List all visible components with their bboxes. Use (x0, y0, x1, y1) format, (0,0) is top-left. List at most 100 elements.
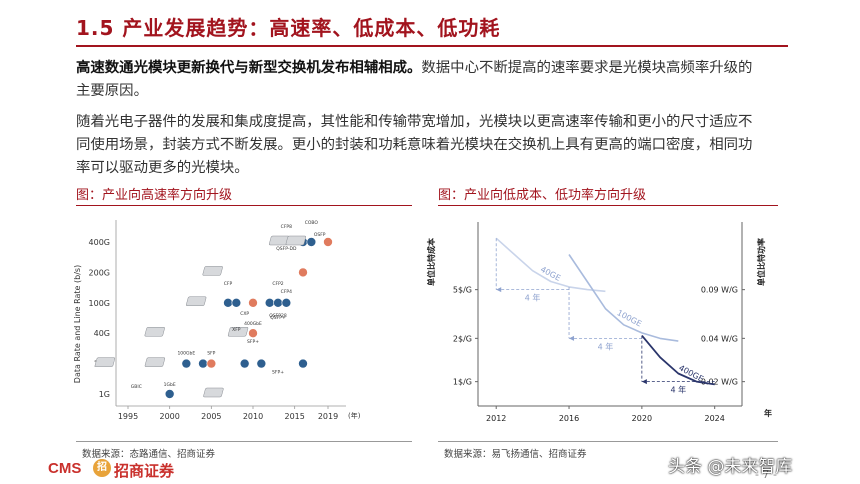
line-rate-point (206, 358, 217, 369)
rate-chart-annotation: CFP4 (281, 289, 292, 295)
cost-series-label: 100GE (615, 308, 643, 328)
cost-chart-ticks: 2012 2016 2020 2024 1$/G 2$/G 5$/G 0.02 W/G 0.04… (453, 286, 745, 423)
arrow-left-icon (496, 287, 502, 293)
rate-chart-y-ticks: 1G10G40G100G200G400G (89, 238, 110, 399)
rate-chart-annotation: 100GbE (177, 351, 195, 357)
rate-chart-annotation: CFP8 (281, 224, 292, 230)
figure-left-source: 数据来源：态路通信、招商证券 (82, 449, 216, 460)
cost-chart-x-tick: 2016 (559, 414, 579, 423)
rate-chart-x-ticks: 1995 2000 2005 2010 2015 2019 (118, 406, 338, 421)
line-rate-point (248, 298, 258, 308)
cost-guide-label: 4 年 (525, 293, 541, 303)
rate-chart-annotation: OSFP (314, 232, 326, 238)
page-number: - 7 - (755, 468, 777, 481)
data-rate-point (223, 298, 233, 308)
rate-chart-y-label: Data Rate and Line Rate (b/s) (73, 265, 82, 383)
cost-chart-y-label-left: 单位比特成本 (426, 238, 436, 286)
arrow-left-icon (641, 379, 647, 385)
cost-chart-y-tick-right: 0.04 W/G (701, 334, 738, 343)
data-rate-point (306, 237, 317, 247)
rate-chart-x-tick: 2005 (201, 412, 221, 421)
rate-upgrade-chart: 1G10G40G100G200G400G 1995200020052010201… (73, 220, 361, 421)
data-rate-point (239, 358, 250, 369)
figure-right-caption: 图：产业向低成本、低功率方向升级 (438, 188, 647, 203)
cost-chart-x-unit: 年 (764, 408, 772, 418)
module-image (186, 296, 207, 307)
module-image (202, 266, 223, 276)
rate-chart-x-tick: 2015 (284, 412, 304, 421)
rate-chart-annotation: QSFP-DD (276, 246, 297, 252)
paragraph-1-lead: 高速数通光模块更新换代与新型交换机发布相辅相成。 (76, 59, 422, 76)
cost-series-line (495, 237, 606, 293)
cost-chart-y-label-right: 单位比特功率 (756, 238, 766, 286)
data-rate-point (264, 298, 275, 308)
data-rate-point (164, 389, 175, 399)
cost-chart-x-tick: 2020 (632, 414, 652, 423)
cost-chart-y-tick-right: 0.09 W/G (701, 286, 738, 295)
paragraph-1-rest: 数据中心不断提高的速率要求是光模块高频率升级的主要原因。 (76, 60, 753, 99)
rate-chart-y-tick: 400G (89, 238, 110, 247)
rate-chart-annotation: COBO (305, 220, 319, 226)
rate-chart-annotation: CFP (224, 281, 233, 287)
rate-chart-annotation: QSFP28 (269, 313, 287, 319)
rate-chart-annotation: XFP (232, 327, 241, 333)
cost-chart-y-tick-left: 2$/G (453, 334, 472, 343)
cost-chart-guides: 4 年 4 年 4 年 (495, 238, 715, 395)
rate-chart-points (164, 237, 333, 399)
data-rate-point (256, 358, 267, 369)
rate-chart-x-tick: 2000 (159, 412, 179, 421)
data-rate-point (281, 298, 292, 308)
rate-chart-annotation: SFP+ (247, 339, 259, 345)
rate-chart-y-tick: 100G (89, 299, 110, 308)
data-rate-point (273, 298, 283, 308)
cost-chart-y-tick-left: 1$/G (453, 378, 472, 387)
data-rate-point (198, 358, 208, 369)
data-rate-point (181, 358, 192, 369)
rate-chart-x-tick: 2010 (243, 412, 263, 421)
cost-chart-y-tick-right: 0.02 W/G (701, 378, 738, 387)
logo-mark: 招 (93, 459, 111, 477)
rate-chart-y-tick: 40G (94, 329, 110, 338)
cost-series-label: 400GE (677, 363, 705, 383)
figure-right-source-rule (438, 441, 778, 442)
data-rate-point (231, 298, 242, 308)
line-rate-point (298, 267, 308, 278)
rate-chart-axes (115, 220, 346, 407)
logo-company-name: 招商证券 (114, 462, 175, 480)
cost-chart-x-tick: 2024 (705, 414, 725, 423)
arrow-left-icon (569, 335, 575, 341)
rate-chart-y-tick: 200G (89, 268, 110, 277)
cost-guide-label: 4 年 (670, 385, 686, 395)
figure-left-caption-rule (76, 205, 412, 206)
cost-series-label: 40GE (539, 265, 562, 283)
cost-chart-y-tick-left: 5$/G (453, 286, 472, 295)
rate-chart-x-unit: (年) (348, 411, 361, 420)
page-title: 1.5 产业发展趋势：高速率、低成本、低功耗 (76, 16, 501, 40)
module-image (227, 326, 249, 337)
rate-chart-annotation: SFP (207, 351, 215, 357)
rate-chart-annotation: SFP+ (272, 370, 284, 376)
line-rate-point (248, 328, 258, 338)
rate-chart-annotation: CXP (240, 311, 249, 317)
rate-chart-x-tick: 2019 (318, 412, 338, 421)
rate-chart-module-images (94, 235, 306, 398)
cost-chart-x-tick: 2012 (486, 414, 506, 423)
title-divider (76, 45, 788, 47)
module-image (144, 357, 166, 367)
watermark: 头条 @未来智库 (668, 457, 793, 477)
rate-chart-annotation: GBIC (131, 384, 142, 390)
figure-right-caption-rule (438, 205, 778, 206)
module-image (144, 326, 165, 337)
cost-chart-series: 40GE 100GE 400GE (495, 237, 715, 386)
rate-chart-y-tick: 1G (99, 390, 110, 399)
module-image (285, 235, 306, 246)
logo-text: CMS (48, 460, 82, 477)
paragraph-1: 高速数通光模块更新换代与新型交换机发布相辅相成。数据中心不断提高的速率要求是光模… (76, 56, 766, 103)
paragraph-2: 随着光电子器件的发展和集成度提高，其性能和传输带宽增加，光模块以更高速率传输和更… (76, 114, 753, 176)
rate-chart-annotation: CFP2 (272, 281, 283, 287)
module-image (203, 387, 224, 398)
cost-guide-label: 4 年 (598, 341, 614, 351)
cost-series-line (568, 254, 679, 342)
cost-power-chart: 2012 2016 2020 2024 1$/G 2$/G 5$/G 0.02 W/G 0.04… (426, 222, 772, 423)
rate-chart-x-tick: 1995 (118, 412, 138, 421)
